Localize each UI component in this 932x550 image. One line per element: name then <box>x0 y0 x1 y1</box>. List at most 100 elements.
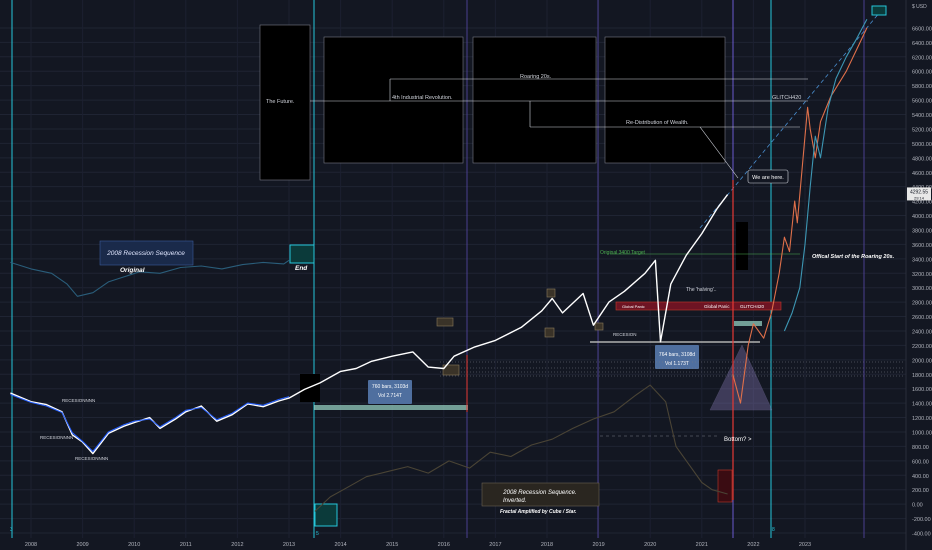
y-tick-label: -200.00 <box>912 517 931 523</box>
x-tick-label: 2022 <box>747 542 759 548</box>
y-tick-label: 3000.00 <box>912 286 932 292</box>
y-tick-label: 600.00 <box>912 459 929 465</box>
price-sub-label: 29:14 <box>914 195 925 200</box>
vol-label: Vol 1.173T <box>665 361 689 367</box>
inverted-label: Inverted. <box>503 498 526 504</box>
target-box <box>871 5 887 16</box>
recession-title: 2008 Recession Sequence <box>106 250 185 257</box>
cycle-number: 5 <box>316 531 319 537</box>
y-tick-label: 5600.00 <box>912 99 932 105</box>
y-tick-label: 2600.00 <box>912 315 932 321</box>
black-block <box>736 222 748 270</box>
currency-label: $ USD <box>912 4 927 10</box>
y-tick-label: 4600.00 <box>912 171 932 177</box>
x-tick-label: 2014 <box>334 542 346 548</box>
global-panic-label: Global Panic <box>704 304 730 309</box>
marker-box <box>594 322 604 331</box>
cycle-number: 8 <box>772 527 775 533</box>
global-panic-label: Global Panic <box>622 304 645 309</box>
series-line <box>10 194 729 455</box>
y-tick-label: 4000.00 <box>912 214 932 220</box>
y-tick-label: 3400.00 <box>912 257 932 263</box>
end-box <box>289 244 315 264</box>
vol-label: Vol 2.714T <box>378 393 402 399</box>
measure-box-1 <box>368 380 412 404</box>
arrow-line <box>699 126 739 179</box>
y-tick-label: 400.00 <box>912 474 929 480</box>
glitch-small-label: GLITCH420 <box>740 304 765 309</box>
projection-line <box>699 11 881 229</box>
y-tick-label: 2800.00 <box>912 301 932 307</box>
roaring-start-label: Offical Start of the Roaring 20s. <box>812 254 895 260</box>
y-tick-label: 6400.00 <box>912 41 932 47</box>
future-label: The Future. <box>266 99 295 105</box>
x-tick-label: 2016 <box>438 542 450 548</box>
x-tick-label: 2010 <box>128 542 140 548</box>
recession-label: RECESION <box>613 332 637 337</box>
we-are-here-label: We are here. <box>752 175 784 181</box>
cycle-number: 3 <box>10 527 13 533</box>
y-tick-label: 2400.00 <box>912 329 932 335</box>
bottom-label: Bottom? > <box>724 437 752 443</box>
series-layer <box>10 19 868 512</box>
drawings <box>99 5 905 527</box>
y-tick-label: 1600.00 <box>912 387 932 393</box>
global-panic-band <box>615 301 782 311</box>
recession-label: RECESIONNNN <box>75 456 108 461</box>
redistribution-label: Re-Distribution of Wealth. <box>626 120 689 126</box>
roaring-label: Roaring 20s. <box>520 74 552 80</box>
inverted-box <box>481 482 600 507</box>
annotation-layer: 2008 Recession Sequence Original End RECESI… <box>10 74 895 537</box>
y-tick-label: 3200.00 <box>912 272 932 278</box>
y-tick-label: 4200.00 <box>912 200 932 206</box>
x-tick-label: 2013 <box>283 542 295 548</box>
series-line <box>10 259 290 297</box>
x-tick-label: 2009 <box>76 542 88 548</box>
fractal-label: Fractal Amplified by Cube / Star. <box>500 509 577 515</box>
y-tick-label: 1800.00 <box>912 373 932 379</box>
y-tick-label: 3600.00 <box>912 243 932 249</box>
y-tick-label: 5800.00 <box>912 84 932 90</box>
series-line <box>783 19 868 332</box>
series-line <box>314 384 728 512</box>
glitch-bar <box>734 321 762 326</box>
y-tick-label: 3800.00 <box>912 228 932 234</box>
x-axis[interactable]: 2008 2009 2010 2011 2012 2013 2014 2015 2016 2017… <box>25 542 811 548</box>
roaring-box <box>472 36 597 164</box>
inverted-red-box <box>717 469 733 503</box>
original-target-label: Original 3400 Target <box>600 250 646 256</box>
redistribution-box <box>604 36 726 164</box>
x-tick-label: 2008 <box>25 542 37 548</box>
y-tick-label: 800.00 <box>912 445 929 451</box>
industrial-label: 4th Industrial Revolution. <box>392 95 453 101</box>
y-tick-label: 1400.00 <box>912 402 932 408</box>
x-tick-label: 2019 <box>592 542 604 548</box>
recession-label: RECESIONNNN <box>40 435 73 440</box>
triangle-pattern <box>709 344 773 411</box>
x-tick-label: 2017 <box>489 542 501 548</box>
y-axis[interactable]: 6600.00 6400.00 6200.00 6000.00 5800.00 5600.… <box>905 0 932 550</box>
measure-box-2 <box>655 345 699 369</box>
y-tick-label: 6200.00 <box>912 55 932 61</box>
x-tick-label: 2011 <box>180 542 192 548</box>
glitch-label: GLITCH420 <box>772 95 801 101</box>
y-tick-label: 1200.00 <box>912 416 932 422</box>
y-tick-label: -400.00 <box>912 532 931 538</box>
marker-box <box>544 327 555 338</box>
series-line <box>10 393 290 453</box>
x-tick-label: 2018 <box>541 542 553 548</box>
x-tick-label: 2012 <box>231 542 243 548</box>
we-are-here-box <box>747 169 789 184</box>
y-tick-label: 1000.00 <box>912 430 932 436</box>
start-box <box>314 503 338 527</box>
price-label: 4292.55 <box>910 189 928 195</box>
y-tick-label: 5400.00 <box>912 113 932 119</box>
recession-label: RECESIONNNN <box>62 398 95 403</box>
y-tick-label: 6000.00 <box>912 70 932 76</box>
inverted-label: 2008 Recession Sequence. <box>502 490 576 496</box>
price-label-box <box>907 187 931 201</box>
marker-box <box>436 317 454 327</box>
future-box <box>259 24 311 181</box>
